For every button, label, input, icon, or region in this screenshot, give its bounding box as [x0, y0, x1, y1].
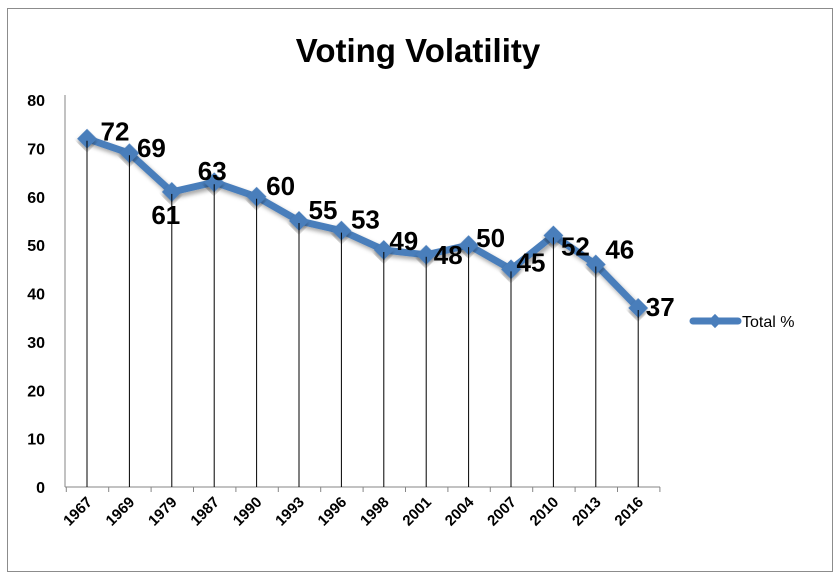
data-point-marker — [289, 211, 309, 231]
x-tick-label: 2016 — [611, 494, 647, 530]
legend: Total % — [689, 313, 794, 331]
data-label: 53 — [351, 205, 380, 235]
y-tick-label: 70 — [27, 141, 45, 158]
data-label: 60 — [266, 171, 295, 201]
data-point-marker — [119, 143, 140, 164]
x-tick-label: 1987 — [187, 494, 223, 530]
x-tick-label: 2013 — [569, 494, 605, 530]
data-label: 49 — [389, 226, 418, 256]
data-point-marker — [373, 240, 394, 260]
drop-lines — [86, 138, 639, 487]
x-tick-label: 2007 — [484, 494, 520, 530]
y-tick-label: 30 — [27, 335, 45, 352]
chart-title: Voting Volatility — [296, 32, 541, 69]
data-label: 63 — [198, 156, 227, 186]
data-label: 61 — [151, 200, 180, 230]
data-point-marker — [501, 259, 521, 280]
x-tick-label: 1990 — [230, 494, 266, 530]
series-total — [77, 128, 649, 319]
data-label: 45 — [517, 247, 546, 277]
data-point-marker — [77, 128, 97, 149]
x-tick-label: 1993 — [272, 494, 308, 530]
x-tick-label: 1998 — [357, 494, 393, 530]
y-tick-label: 60 — [27, 190, 45, 207]
y-tick-label: 20 — [27, 383, 45, 400]
x-tick-label: 1979 — [145, 494, 181, 530]
data-label: 69 — [137, 133, 166, 163]
x-tick-label: 1996 — [315, 494, 351, 530]
data-point-marker — [628, 298, 649, 318]
x-tick-label: 2004 — [442, 493, 478, 529]
x-tick-label: 1967 — [60, 494, 96, 530]
data-label: 55 — [309, 195, 338, 225]
y-tick-label: 40 — [27, 287, 45, 304]
y-tick-labels: 0 10 20 30 40 50 60 70 80 — [27, 93, 45, 497]
axes — [64, 95, 661, 492]
data-point-marker — [585, 254, 606, 275]
y-tick-label: 10 — [27, 432, 45, 449]
data-point-marker — [204, 172, 225, 193]
x-tick-label: 2001 — [399, 494, 435, 530]
legend-label: Total % — [742, 314, 794, 331]
chart-area — [7, 8, 833, 572]
y-tick-label: 80 — [27, 93, 45, 110]
data-point-marker — [416, 244, 437, 265]
data-point-marker — [458, 235, 479, 256]
data-label: 50 — [476, 223, 505, 253]
y-tick-label: 50 — [27, 238, 45, 255]
data-point-marker — [161, 182, 182, 202]
x-tick-label: 2010 — [527, 494, 563, 530]
data-label: 37 — [646, 292, 675, 322]
legend-diamond-marker — [707, 313, 723, 329]
data-label: 46 — [605, 234, 634, 264]
x-tick-labels: 1967 1969 1979 1987 1990 1993 1996 1998 2001 2004… — [60, 493, 647, 529]
data-label: 48 — [434, 240, 463, 270]
data-point-marker — [246, 186, 267, 207]
data-point-marker — [331, 220, 352, 241]
y-tick-label: 0 — [36, 480, 45, 497]
x-tick-label: 1969 — [103, 494, 139, 530]
data-label: 52 — [561, 231, 590, 261]
data-label: 72 — [101, 117, 130, 147]
